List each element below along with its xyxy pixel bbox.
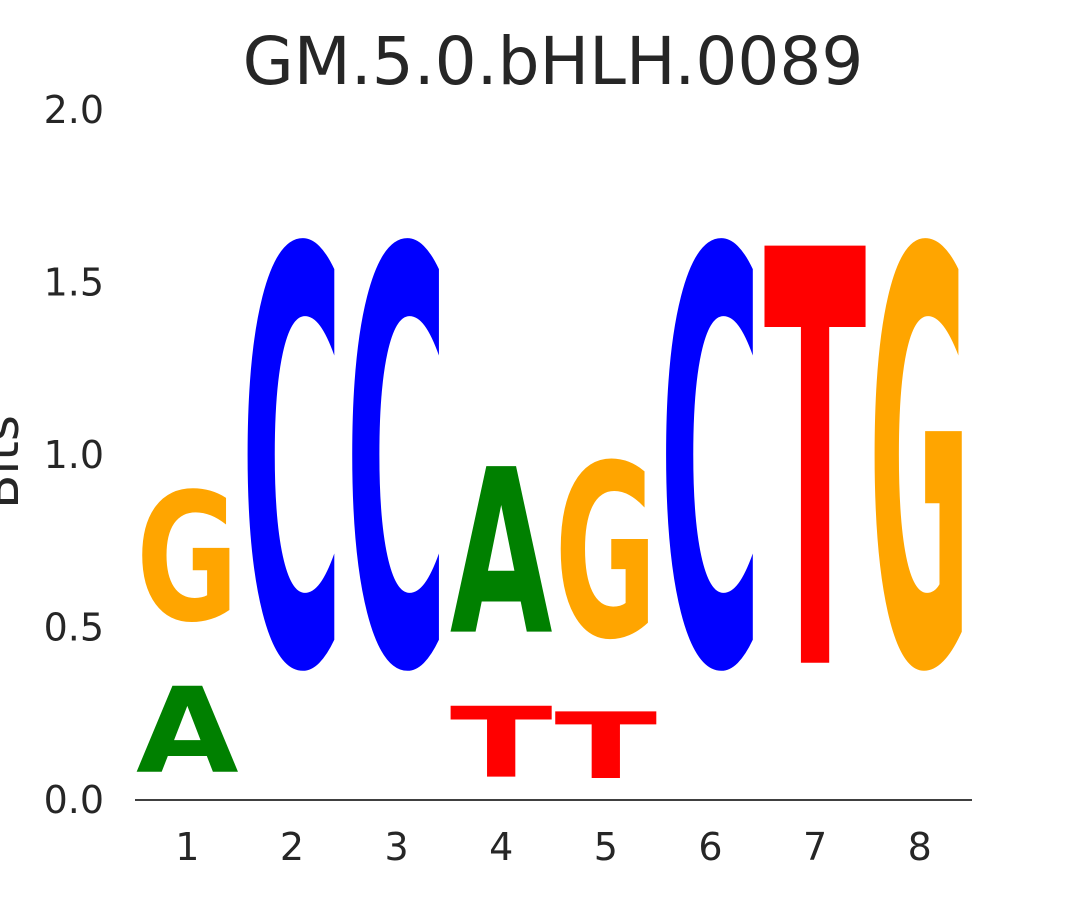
y-tick-label: 2.0	[44, 88, 104, 132]
x-tick-label: 4	[489, 825, 513, 869]
glyph-T: T	[764, 132, 867, 798]
glyph-G: G	[868, 132, 971, 798]
logo-column-5: TG	[555, 414, 658, 800]
logo-column-3: C	[345, 132, 448, 798]
logo-column-2: C	[241, 132, 344, 798]
y-tick-label: 1.5	[44, 261, 104, 305]
x-tick-label: 7	[803, 825, 827, 869]
glyph-A: A	[450, 420, 553, 685]
y-axis-ticks: 0.0 0.5 1.0 1.5 2.0	[44, 88, 104, 822]
x-tick-label: 3	[384, 825, 408, 869]
glyph-G: G	[136, 457, 239, 663]
logo-column-1: AG	[136, 457, 239, 800]
y-axis-label: Bits	[0, 415, 30, 509]
y-tick-label: 0.0	[44, 778, 104, 822]
logo-column-6: C	[659, 132, 762, 798]
y-tick-label: 1.0	[44, 433, 104, 477]
y-tick-label: 0.5	[44, 606, 104, 650]
glyph-C: C	[659, 132, 762, 798]
x-axis-ticks: 1 2 3 4 5 6 7 8	[175, 825, 932, 869]
x-tick-label: 6	[698, 825, 722, 869]
glyph-C: C	[345, 132, 448, 798]
x-tick-label: 1	[175, 825, 199, 869]
logo-column-8: G	[868, 132, 971, 798]
x-tick-label: 8	[908, 825, 932, 869]
x-tick-label: 2	[280, 825, 304, 869]
chart-title: GM.5.0.bHLH.0089	[243, 23, 864, 100]
logo-column-7: T	[764, 132, 867, 798]
glyph-T: T	[450, 686, 553, 800]
glyph-C: C	[241, 132, 344, 798]
x-tick-label: 5	[594, 825, 618, 869]
glyph-T: T	[555, 694, 658, 800]
glyph-A: A	[136, 663, 239, 800]
logo-column-4: TA	[450, 420, 553, 799]
glyph-G: G	[555, 414, 658, 692]
